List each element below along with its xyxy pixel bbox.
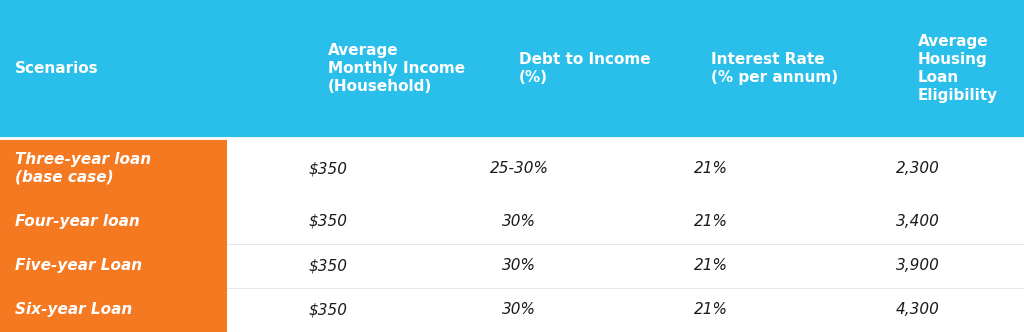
Text: $350: $350 (308, 214, 347, 229)
Text: 4,300: 4,300 (896, 302, 939, 317)
Text: 3,900: 3,900 (896, 258, 939, 273)
Text: 21%: 21% (693, 214, 728, 229)
Text: 21%: 21% (693, 258, 728, 273)
Bar (0, 0, 1024, 138)
Text: 25-30%: 25-30% (489, 161, 549, 176)
Text: $350: $350 (308, 258, 347, 273)
Text: Average
Monthly Income
(Household): Average Monthly Income (Household) (328, 43, 465, 95)
Bar (227, 138, 1024, 332)
Text: 30%: 30% (502, 258, 537, 273)
Text: 30%: 30% (502, 302, 537, 317)
Text: 3,400: 3,400 (896, 214, 939, 229)
Text: Five-year Loan: Five-year Loan (15, 258, 142, 273)
Text: $350: $350 (308, 161, 347, 176)
Text: Interest Rate
(% per annum): Interest Rate (% per annum) (711, 52, 838, 85)
Text: Average
Housing
Loan
Eligibility: Average Housing Loan Eligibility (918, 35, 997, 104)
Text: Debt to Income
(%): Debt to Income (%) (519, 52, 651, 85)
Text: Four-year loan: Four-year loan (15, 214, 140, 229)
Text: 21%: 21% (693, 302, 728, 317)
Text: 2,300: 2,300 (896, 161, 939, 176)
Text: 30%: 30% (502, 214, 537, 229)
Text: 21%: 21% (693, 161, 728, 176)
Bar (0, 138, 227, 332)
Text: Three-year loan
(base case): Three-year loan (base case) (15, 152, 152, 185)
Text: Scenarios: Scenarios (15, 61, 99, 76)
Text: Six-year Loan: Six-year Loan (15, 302, 133, 317)
Text: $350: $350 (308, 302, 347, 317)
